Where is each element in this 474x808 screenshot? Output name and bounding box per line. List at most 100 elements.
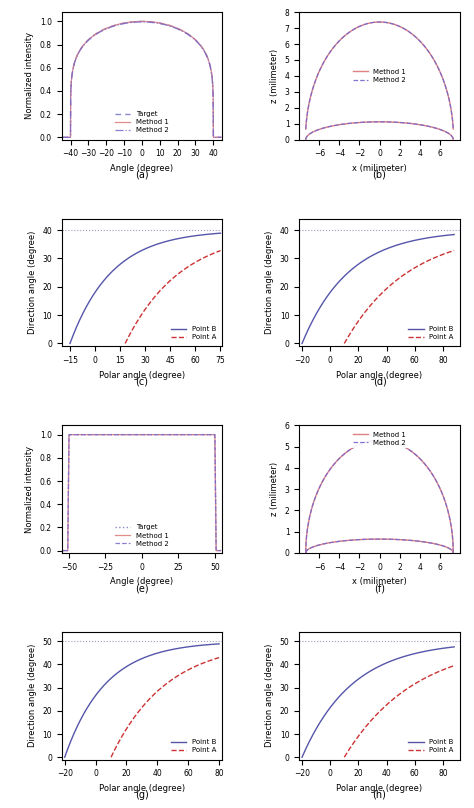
Point B bbox=[338, 690, 344, 700]
Point A bbox=[431, 669, 437, 679]
Point B bbox=[326, 705, 332, 714]
Line: Point A: Point A bbox=[344, 250, 454, 343]
Method 1 bbox=[303, 124, 309, 134]
Legend: Target, Method 1, Method 2: Target, Method 1, Method 2 bbox=[112, 522, 172, 549]
Point A bbox=[401, 270, 407, 280]
Method 2 bbox=[341, 32, 346, 41]
Method 2 bbox=[218, 545, 224, 555]
Legend: Point B, Point A: Point B, Point A bbox=[406, 323, 456, 343]
Method 2 bbox=[60, 133, 65, 142]
Point B bbox=[414, 235, 419, 245]
Point B bbox=[401, 652, 407, 662]
Method 2 bbox=[215, 545, 220, 555]
Point A bbox=[394, 275, 400, 284]
Point B bbox=[181, 233, 186, 242]
Method 2 bbox=[78, 44, 83, 54]
Text: (a): (a) bbox=[135, 170, 149, 180]
Legend: Method 1, Method 2: Method 1, Method 2 bbox=[350, 66, 409, 86]
Point A bbox=[407, 682, 412, 692]
X-axis label: Angle (degree): Angle (degree) bbox=[110, 164, 173, 173]
Point B bbox=[389, 242, 394, 252]
Method 2 bbox=[303, 124, 309, 134]
Line: Method 2: Method 2 bbox=[63, 22, 221, 137]
Point A bbox=[401, 686, 407, 696]
Point A bbox=[122, 339, 128, 348]
Point B bbox=[299, 339, 305, 348]
Method 1 bbox=[329, 462, 335, 472]
Point A bbox=[168, 275, 174, 284]
Point B bbox=[106, 270, 111, 280]
Point B bbox=[101, 680, 107, 690]
Y-axis label: Direction angle (degree): Direction angle (degree) bbox=[27, 231, 36, 335]
Point A bbox=[216, 653, 222, 663]
Target bbox=[198, 430, 203, 440]
X-axis label: Polar angle (degree): Polar angle (degree) bbox=[99, 784, 185, 793]
Point B bbox=[451, 642, 457, 652]
Line: Method 2: Method 2 bbox=[63, 435, 221, 550]
Target bbox=[215, 545, 220, 555]
Point A bbox=[201, 253, 206, 263]
Method 2 bbox=[121, 430, 127, 440]
Target bbox=[60, 545, 66, 555]
Method 1 bbox=[370, 436, 375, 445]
Method 2 bbox=[370, 18, 375, 27]
Method 2 bbox=[414, 451, 420, 461]
Point A bbox=[451, 661, 457, 671]
Target bbox=[218, 545, 224, 555]
Target bbox=[66, 430, 72, 440]
Point A bbox=[159, 682, 165, 692]
Point B bbox=[414, 648, 419, 658]
Point A bbox=[341, 752, 347, 762]
Method 1 bbox=[78, 44, 83, 54]
Text: (b): (b) bbox=[373, 170, 386, 180]
Target bbox=[219, 133, 224, 142]
Point B bbox=[218, 229, 223, 238]
Point A bbox=[393, 276, 399, 285]
Line: Point B: Point B bbox=[302, 647, 454, 757]
Method 2 bbox=[450, 124, 456, 134]
Method 1 bbox=[390, 437, 396, 447]
Method 1 bbox=[120, 19, 126, 28]
Target bbox=[120, 19, 126, 28]
Line: Point A: Point A bbox=[344, 666, 454, 757]
Text: (h): (h) bbox=[373, 789, 386, 800]
Method 2 bbox=[303, 548, 309, 558]
Point A bbox=[449, 246, 455, 256]
Text: (d): (d) bbox=[373, 377, 386, 386]
Method 2 bbox=[376, 17, 382, 27]
Target bbox=[60, 133, 65, 142]
Y-axis label: Direction angle (degree): Direction angle (degree) bbox=[265, 231, 274, 335]
Target bbox=[78, 44, 83, 54]
X-axis label: Polar angle (degree): Polar angle (degree) bbox=[337, 784, 422, 793]
Method 2 bbox=[329, 44, 335, 54]
Method 2 bbox=[450, 548, 456, 558]
Text: (e): (e) bbox=[135, 583, 149, 593]
Method 1 bbox=[303, 548, 309, 558]
Target bbox=[139, 16, 145, 26]
Target bbox=[128, 430, 133, 440]
Point A bbox=[215, 246, 221, 256]
Point B bbox=[62, 752, 68, 762]
Line: Point B: Point B bbox=[302, 234, 454, 343]
Line: Target: Target bbox=[63, 21, 221, 137]
Point A bbox=[407, 266, 412, 276]
Point A bbox=[393, 692, 399, 701]
Method 1 bbox=[60, 545, 66, 555]
Point B bbox=[389, 656, 394, 666]
Text: (c): (c) bbox=[136, 377, 148, 386]
Legend: Point B, Point A: Point B, Point A bbox=[168, 736, 219, 756]
Method 2 bbox=[401, 24, 407, 34]
Y-axis label: z (milimeter): z (milimeter) bbox=[270, 48, 279, 103]
Text: (g): (g) bbox=[135, 789, 149, 800]
Target bbox=[88, 430, 93, 440]
Line: Point B: Point B bbox=[65, 644, 219, 757]
Method 2 bbox=[128, 18, 133, 27]
Point B bbox=[368, 251, 374, 261]
Method 1 bbox=[218, 545, 224, 555]
Method 2 bbox=[78, 430, 84, 440]
Line: Method 1: Method 1 bbox=[63, 21, 221, 137]
Method 1 bbox=[198, 430, 203, 440]
Method 2 bbox=[341, 449, 346, 459]
Point A bbox=[174, 270, 180, 280]
Line: Point A: Point A bbox=[111, 658, 219, 757]
